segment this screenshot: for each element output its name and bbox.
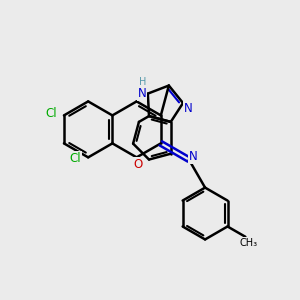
Text: N: N [184, 102, 193, 115]
Text: H: H [139, 77, 146, 87]
Text: O: O [134, 158, 143, 171]
Text: N: N [138, 87, 146, 100]
Text: N: N [189, 150, 198, 163]
Text: Cl: Cl [45, 107, 56, 120]
Text: CH₃: CH₃ [240, 238, 258, 248]
Text: Cl: Cl [69, 152, 81, 165]
